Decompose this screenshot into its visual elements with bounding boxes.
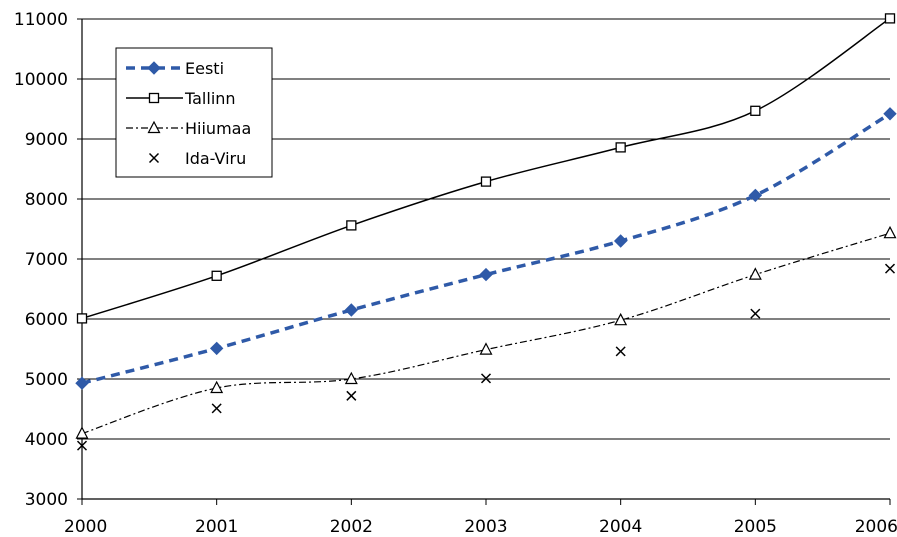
point-tallinn-2003 [480, 176, 492, 187]
point-eesti-2000 [75, 376, 89, 390]
point-tallinn-2000 [76, 313, 88, 324]
point-ida-viru-2002 [346, 390, 357, 401]
x-tick-label-2000: 2000 [64, 517, 107, 537]
series-layer [75, 13, 897, 451]
x-tick-label-2002: 2002 [330, 517, 373, 537]
y-tick-label-8000: 8000 [25, 190, 68, 210]
point-hiiumaa-2003 [479, 342, 493, 355]
point-eesti-2002 [344, 303, 359, 317]
point-hiiumaa-2000 [75, 426, 89, 439]
x-tick-label-2001: 2001 [195, 517, 238, 537]
series-ida-viru [76, 263, 896, 451]
legend-marker-ida-viru [148, 152, 160, 164]
y-tick-label-10000: 10000 [14, 70, 68, 90]
x-tick-label-2003: 2003 [464, 517, 507, 537]
point-tallinn-2004 [615, 142, 626, 153]
point-hiiumaa-2001 [210, 380, 224, 394]
point-tallinn-2001 [211, 270, 222, 281]
point-eesti-2004 [613, 234, 628, 248]
y-tick-label-5000: 5000 [25, 370, 68, 390]
point-hiiumaa-2006 [883, 225, 897, 239]
point-eesti-2003 [479, 267, 493, 282]
legend-label-ida-viru: Ida-Viru [185, 149, 246, 168]
y-tick-label-6000: 6000 [25, 310, 68, 330]
series-eesti [75, 107, 897, 390]
point-tallinn-2006 [884, 13, 896, 24]
series-line-hiiumaa [81, 232, 891, 435]
legend-label-tallinn: Tallinn [184, 89, 236, 108]
legend-item-hiiumaa: Hiiumaa [126, 119, 251, 138]
point-hiiumaa-2002 [344, 371, 358, 385]
point-eesti-2006 [883, 107, 897, 121]
x-axis-ticks: 2000 2001 2002 2003 2004 2005 2006 [64, 517, 897, 537]
point-ida-viru-2004 [615, 346, 626, 357]
point-eesti-2005 [748, 188, 763, 203]
point-tallinn-2002 [346, 220, 357, 231]
legend-marker-hiiumaa [147, 120, 161, 134]
legend-item-tallinn: Tallinn [126, 89, 236, 108]
point-ida-viru-2003 [480, 373, 492, 384]
y-axis-ticks: 3000 4000 5000 6000 7000 8000 9000 10000 11000 [14, 10, 68, 510]
x-tick-label-2006: 2006 [855, 517, 897, 537]
legend: Eesti Tallinn Hiiumaa Ida-Viru [115, 47, 273, 178]
legend-item-eesti: Eesti [126, 59, 224, 78]
point-tallinn-2005 [750, 105, 761, 116]
series-tallinn [76, 13, 896, 324]
legend-label-eesti: Eesti [185, 59, 224, 78]
legend-item-ida-viru: Ida-Viru [148, 149, 246, 168]
point-ida-viru-2000 [76, 440, 88, 451]
y-tick-label-11000: 11000 [14, 10, 68, 30]
series-hiiumaa [75, 225, 897, 439]
legend-label-hiiumaa: Hiiumaa [185, 119, 251, 138]
point-hiiumaa-2005 [748, 267, 762, 280]
x-tick-label-2004: 2004 [599, 517, 642, 537]
point-hiiumaa-2004 [614, 312, 628, 326]
point-ida-viru-2006 [884, 263, 896, 274]
y-tick-label-4000: 4000 [25, 430, 68, 450]
x-tick-label-2005: 2005 [734, 517, 777, 537]
y-tick-label-9000: 9000 [25, 130, 68, 150]
point-ida-viru-2001 [211, 403, 222, 414]
legend-marker-tallinn [148, 92, 160, 104]
point-eesti-2001 [209, 341, 224, 356]
legend-marker-eesti [147, 61, 161, 75]
y-tick-label-3000: 3000 [25, 490, 68, 510]
y-tick-label-7000: 7000 [25, 250, 68, 270]
point-ida-viru-2005 [750, 308, 761, 319]
